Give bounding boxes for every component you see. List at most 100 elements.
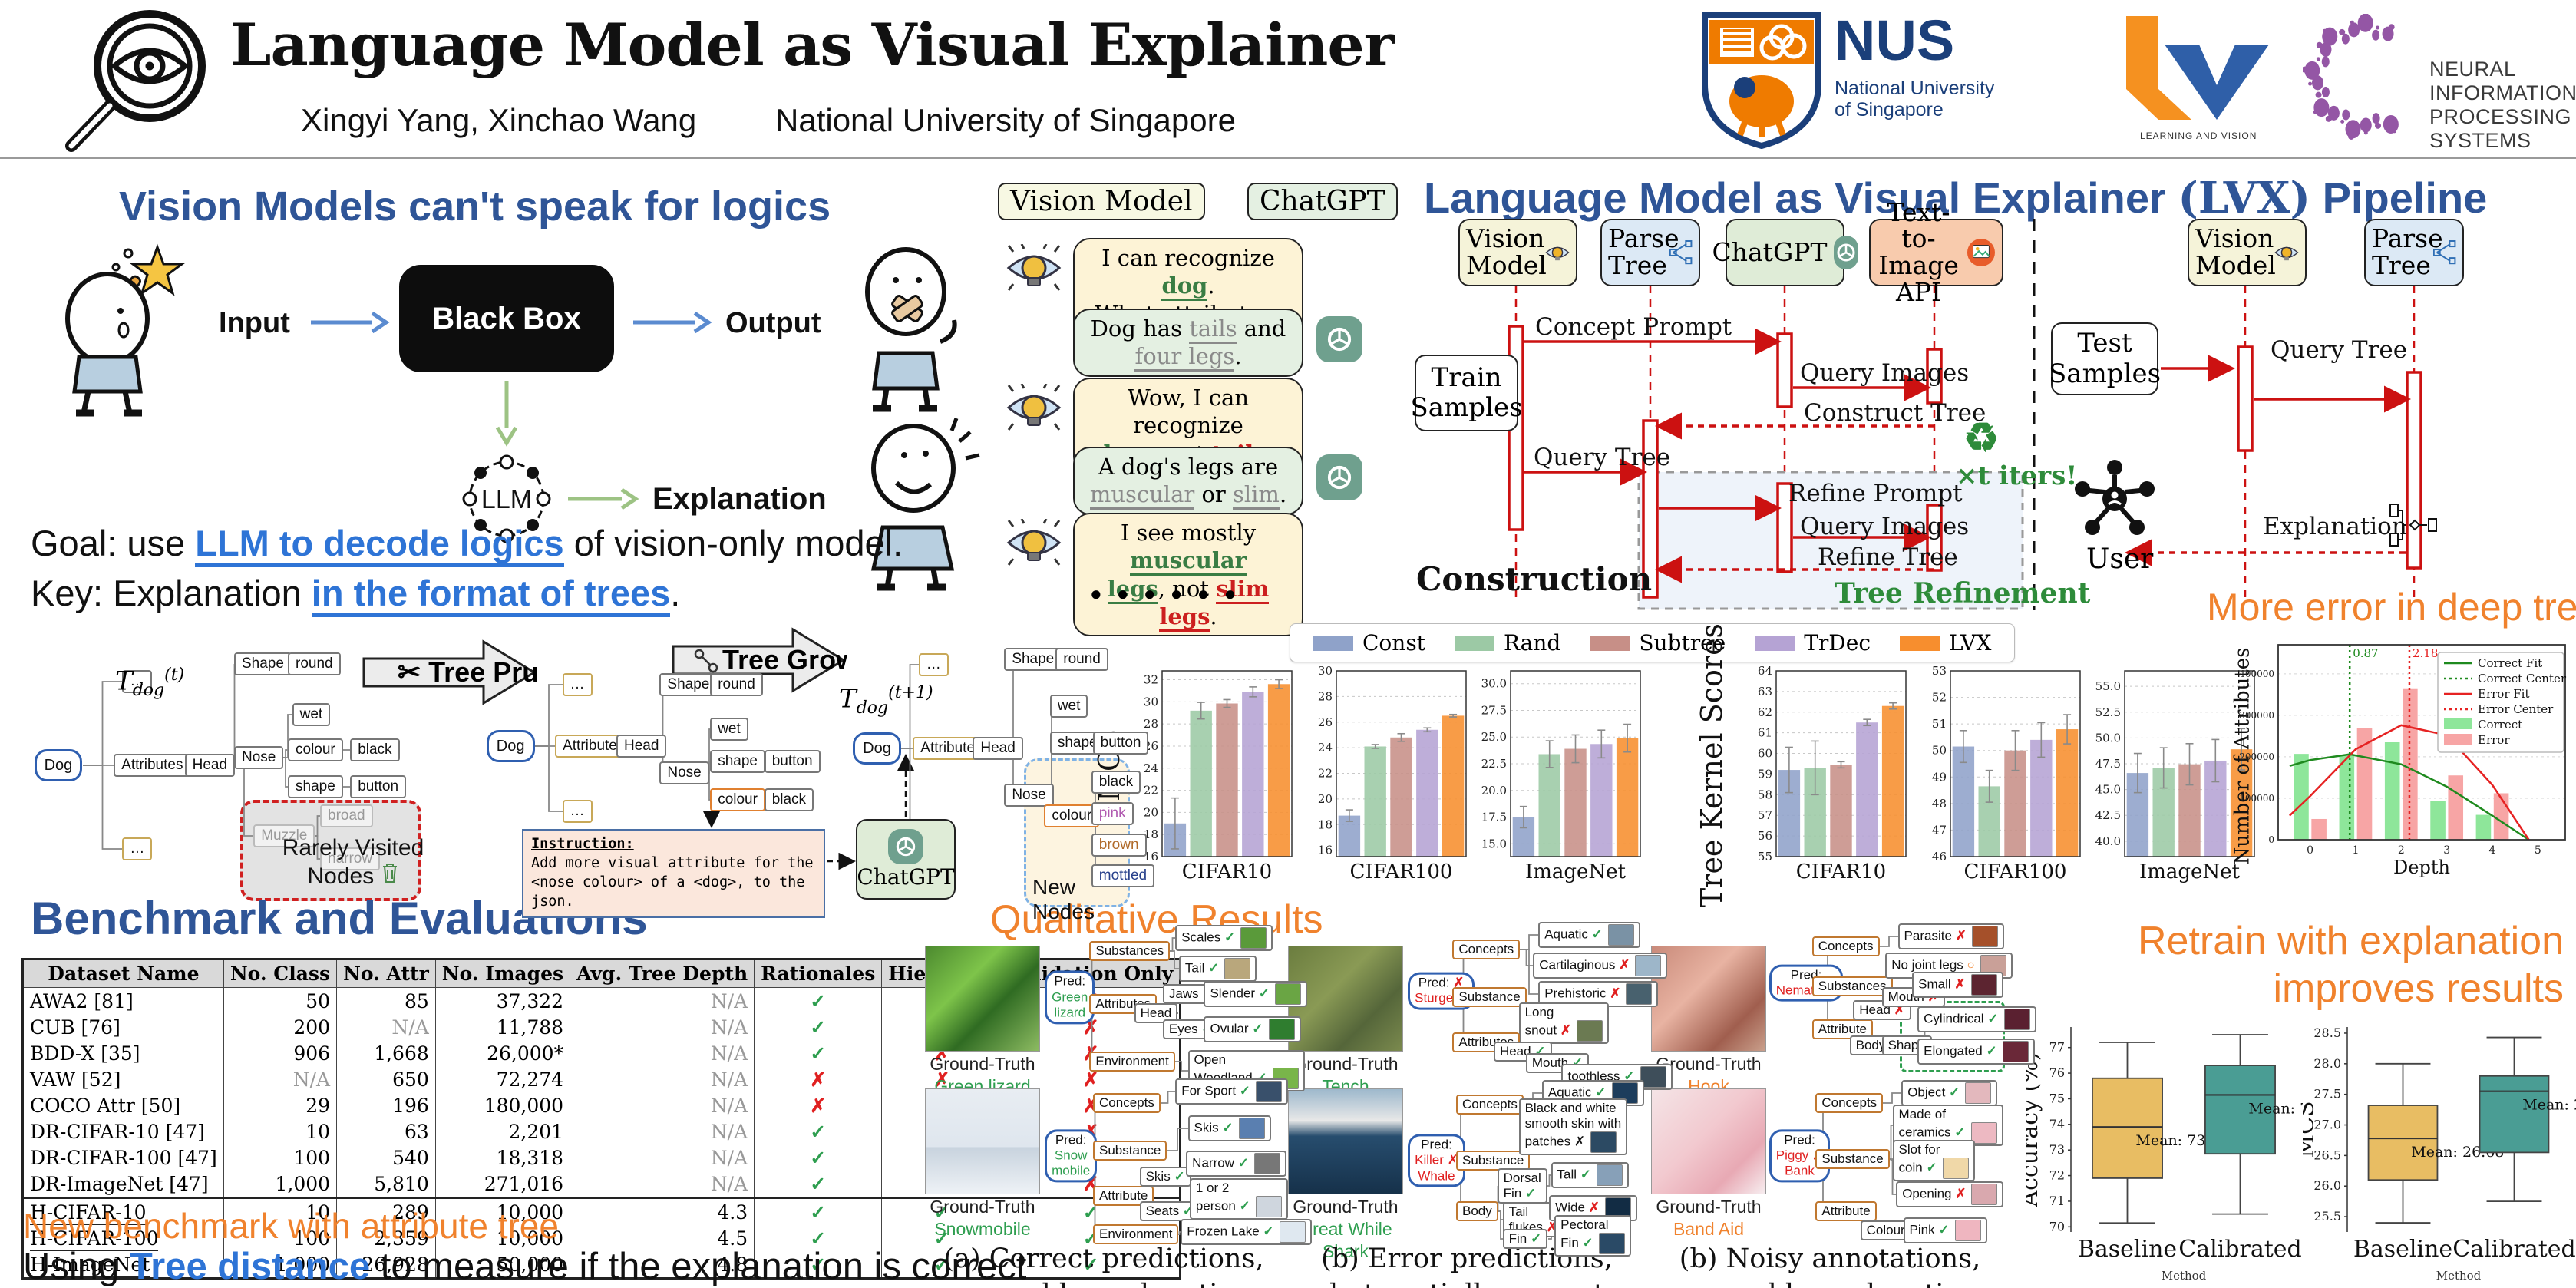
tree-node-head: Head [616,735,667,758]
tree-kernel-axis-label: Tree Kernel Scores [1695,623,1729,908]
dataset-name-cell: H-CIFAR-100 [22,1225,224,1251]
table-cell: 26,000* [434,1040,571,1066]
tree-node-attr: Attributes [114,754,191,777]
svg-text:17.5: 17.5 [1481,811,1507,824]
user-label: User [2086,543,2154,575]
dataset-name-cell: CUB [76] [22,1014,224,1040]
svg-text:Method: Method [2436,1269,2482,1283]
dataset-name-cell: DR-CIFAR-10 [47] [22,1118,224,1144]
svg-text:Mean: 74.56: Mean: 74.56 [2248,1100,2303,1117]
leaf-thumbnail [1256,1081,1283,1103]
qualitative-photo-green-lizard [925,946,1040,1052]
table-cell: N/A [570,1144,755,1171]
instruction-box: Instruction: Add more visual attribute f… [522,829,825,918]
svg-text:20: 20 [1144,805,1158,819]
chat-text-segment: Dog has [1090,315,1190,342]
legend-label: TrDec [1804,630,1871,656]
tree-prune-grow-figure: Tdog(t) Dog … Attributes … Head Shape roun… [12,623,1155,923]
table-cell: 37,322 [434,987,571,1014]
qualitative-photo-tench [1288,946,1403,1052]
explanation-tree: Pred: Green lizard Substances Scales ✓ Tail ✓… [925,925,1308,1092]
table-cell: N/A [570,1092,755,1118]
leaf-thumbnail [1626,983,1653,1006]
table-cell: 72,274 [434,1066,571,1092]
parse-tree-icon [1669,240,1693,265]
tree-node-slot: Slot for coin ✓ [1892,1139,1975,1181]
chat-header-chatgpt: ChatGPT [1247,183,1398,220]
tree-symbol-t: Tdog(t) [115,665,185,701]
table-cell: 196 [336,1092,436,1118]
svg-text:4: 4 [2489,844,2496,857]
tree-node-subs: Substance [1815,1148,1890,1169]
leaf-thumbnail [2003,1009,2030,1031]
chat-bubble-4: A dog's legs are muscular or slim. [1073,447,1303,515]
svg-text:30: 30 [1318,666,1333,678]
pipeline-title-lvx: (LVX) [2178,173,2311,223]
actor-label: Vision Model [1466,223,1547,280]
legend-label: Const [1362,630,1425,656]
chat-text-segment: , not [1158,575,1217,602]
chat-text-segment: legs [1107,575,1158,604]
arrow-input-to-blackbox [311,311,390,334]
svg-text:30.0: 30.0 [1481,677,1507,691]
blackbox-node: Black Box [399,265,614,372]
tree-node-dog: Dog [486,730,535,762]
table-cell: 1,668 [336,1040,436,1066]
tree-symbol-t1: Tdog(t+1) [839,683,933,718]
table-cell: 63 [336,1118,436,1144]
table-header: No. Attr [336,959,436,988]
nus-wordmark: NUS [1835,8,1955,72]
tree-node-pink: pink [1091,801,1134,825]
learning-and-vision-logo [2126,16,2269,120]
tree-node-d1: … [918,653,949,676]
chat-text-segment: . [1234,343,1242,370]
tree-node-brown: brown [1091,833,1147,857]
svg-text:20.0: 20.0 [1481,784,1507,798]
table-cell: ✓ [881,1251,1002,1279]
input-label: Input [219,307,290,339]
svg-text:59: 59 [1758,767,1772,781]
explanation-tree: Pred: Killer ✗ Whale Concepts Aquatic ✓ Subst… [1288,1080,1646,1257]
user-icon [2075,460,2155,535]
table-cell: N/A [570,1066,755,1092]
train-samples-box: Train Samples [1411,355,1523,431]
neurips-logo [2303,14,2399,140]
tree-node-round: round [710,673,763,696]
table-cell: 2,201 [434,1118,571,1144]
msg-explanation: Explanation [2263,513,2407,540]
svg-text:62: 62 [1758,705,1772,719]
svg-text:32: 32 [1144,673,1158,687]
actor-label: Vision Model [2195,223,2276,280]
tree-grow-arrow: Tree Grow [672,627,847,693]
chat-text-segment: dog [1161,272,1208,302]
msg-query-images-1: Query Images [1800,359,1970,387]
svg-text:46: 46 [1932,850,1947,864]
svg-text:57: 57 [1758,808,1772,822]
legend-swatch [1900,635,1940,651]
tree-node-shape: Shape [1881,1035,1932,1055]
legend-swatch [1454,635,1494,651]
tree-node-skis2: Skis ✓ [1139,1166,1191,1187]
leaf-thumbnail [1635,954,1662,976]
msg-construct-tree: Construct Tree [1804,399,1986,427]
pipeline-actor-text-to-image: Text-to-Image API [1869,199,2003,305]
svg-text:Mean: 27.28: Mean: 27.28 [2522,1097,2576,1114]
problem-heading: Vision Models can't speak for logics [119,183,831,230]
kernel-chart-cifar100: 46 47 48 49 50 51 52 53 CIFAR100 [1915,664,2084,883]
tree-node-pink: Pink ✓ [1903,1217,1987,1244]
chat-text-segment: I see mostly [1120,520,1257,546]
leaf-thumbnail [1577,1019,1603,1042]
table-cell: ✓ [881,1225,1002,1251]
tree-node-p: Pred: Green lizard [1045,970,1095,1024]
retrain-title-line2: improves results [2273,966,2564,1012]
svg-text:Depth: Depth [2393,857,2450,877]
table-cell: ✓ [754,1197,883,1225]
tree-node-con: Concepts [1456,1095,1524,1115]
tree-node-env: Environment [1093,1224,1179,1244]
legend-item-subtree: Subtree [1590,630,1726,656]
tree-node-muzzle: Muzzle [253,824,315,848]
table-cell: 10 [223,1197,338,1225]
svg-text:Calibrated: Calibrated [2178,1236,2301,1263]
svg-text:63: 63 [1758,685,1772,698]
svg-text:48: 48 [1932,797,1947,811]
